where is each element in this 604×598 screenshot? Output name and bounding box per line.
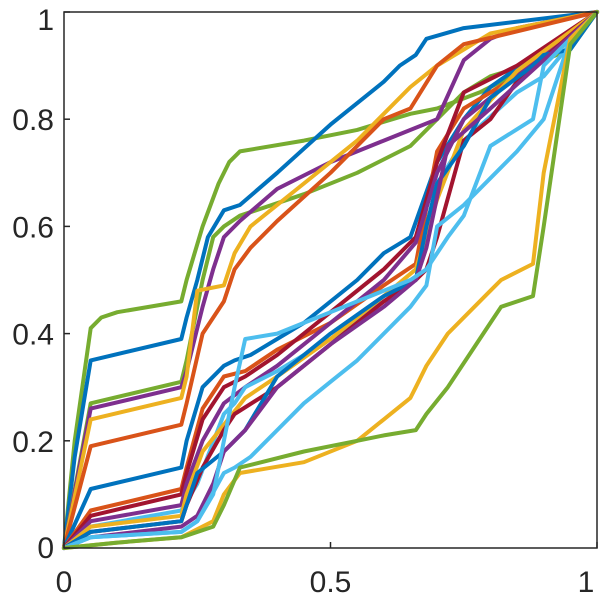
series-line xyxy=(62,10,599,550)
series-line xyxy=(62,10,599,550)
series-line xyxy=(62,10,599,550)
series-line xyxy=(62,10,599,550)
series-line xyxy=(62,10,599,550)
y-axis-ticks: 0 0.2 0.4 0.6 0.8 1 xyxy=(12,4,70,565)
series-line xyxy=(62,10,599,550)
series-line xyxy=(62,10,599,550)
y-tick-label: 0.8 xyxy=(12,104,54,137)
series-line xyxy=(62,10,599,550)
series-line xyxy=(62,10,599,550)
series-line xyxy=(62,10,599,550)
series-line xyxy=(62,10,599,550)
y-tick-label: 0.2 xyxy=(12,426,54,459)
x-axis-ticks: 0 0.5 1 xyxy=(56,542,598,598)
series-layer xyxy=(62,10,599,550)
y-tick-label: 0.4 xyxy=(12,319,54,352)
series-line xyxy=(62,10,599,550)
y-tick-label: 1 xyxy=(37,4,54,37)
y-tick-label: 0.6 xyxy=(12,211,54,244)
y-tick-label: 0 xyxy=(37,532,54,565)
x-tick-label: 1 xyxy=(578,566,595,598)
x-tick-label: 0.5 xyxy=(310,566,352,598)
x-tick-label: 0 xyxy=(56,566,73,598)
